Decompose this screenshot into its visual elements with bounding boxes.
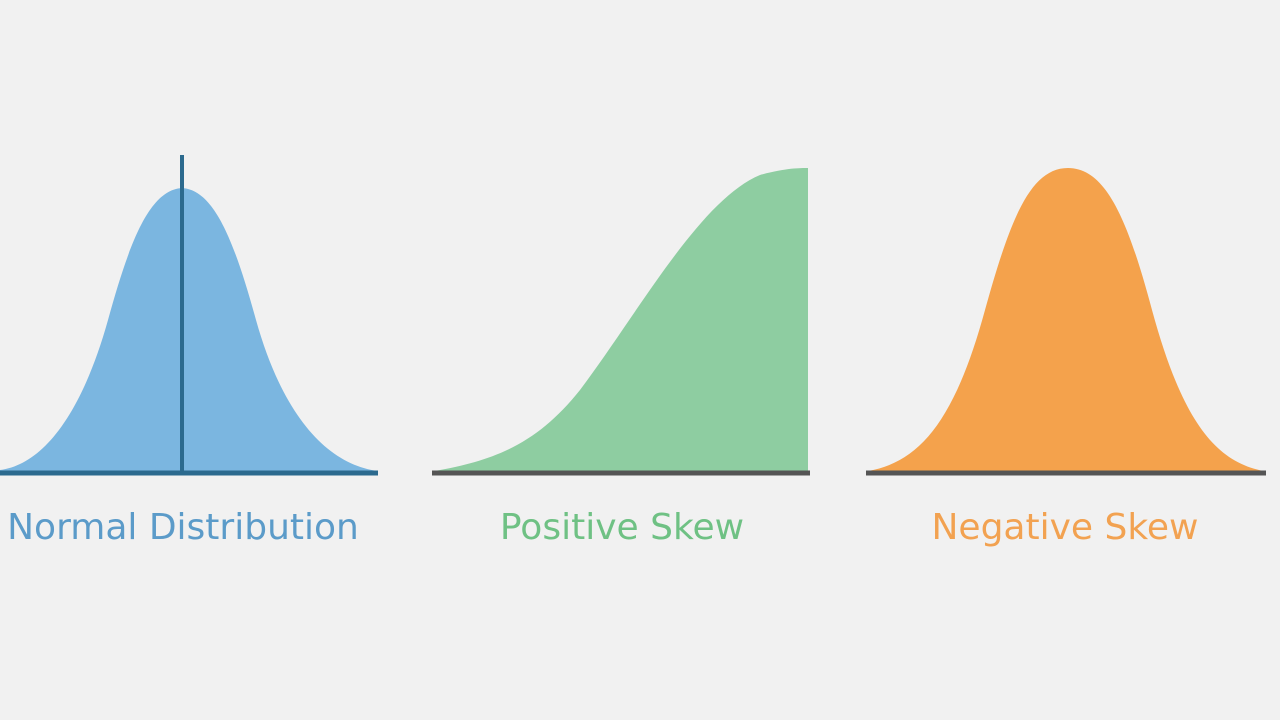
normal-distribution-curve	[0, 188, 378, 473]
positive-skew-curve	[434, 168, 808, 473]
positive-skew-label: Positive Skew	[499, 507, 745, 548]
negative-skew-label: Negative Skew	[931, 507, 1199, 548]
normal-distribution-label: Normal Distribution	[7, 507, 359, 548]
normal-distribution-panel	[0, 155, 378, 476]
negative-skew-curve	[868, 168, 1264, 473]
positive-skew-panel	[432, 168, 810, 476]
negative-skew-panel	[866, 168, 1266, 476]
